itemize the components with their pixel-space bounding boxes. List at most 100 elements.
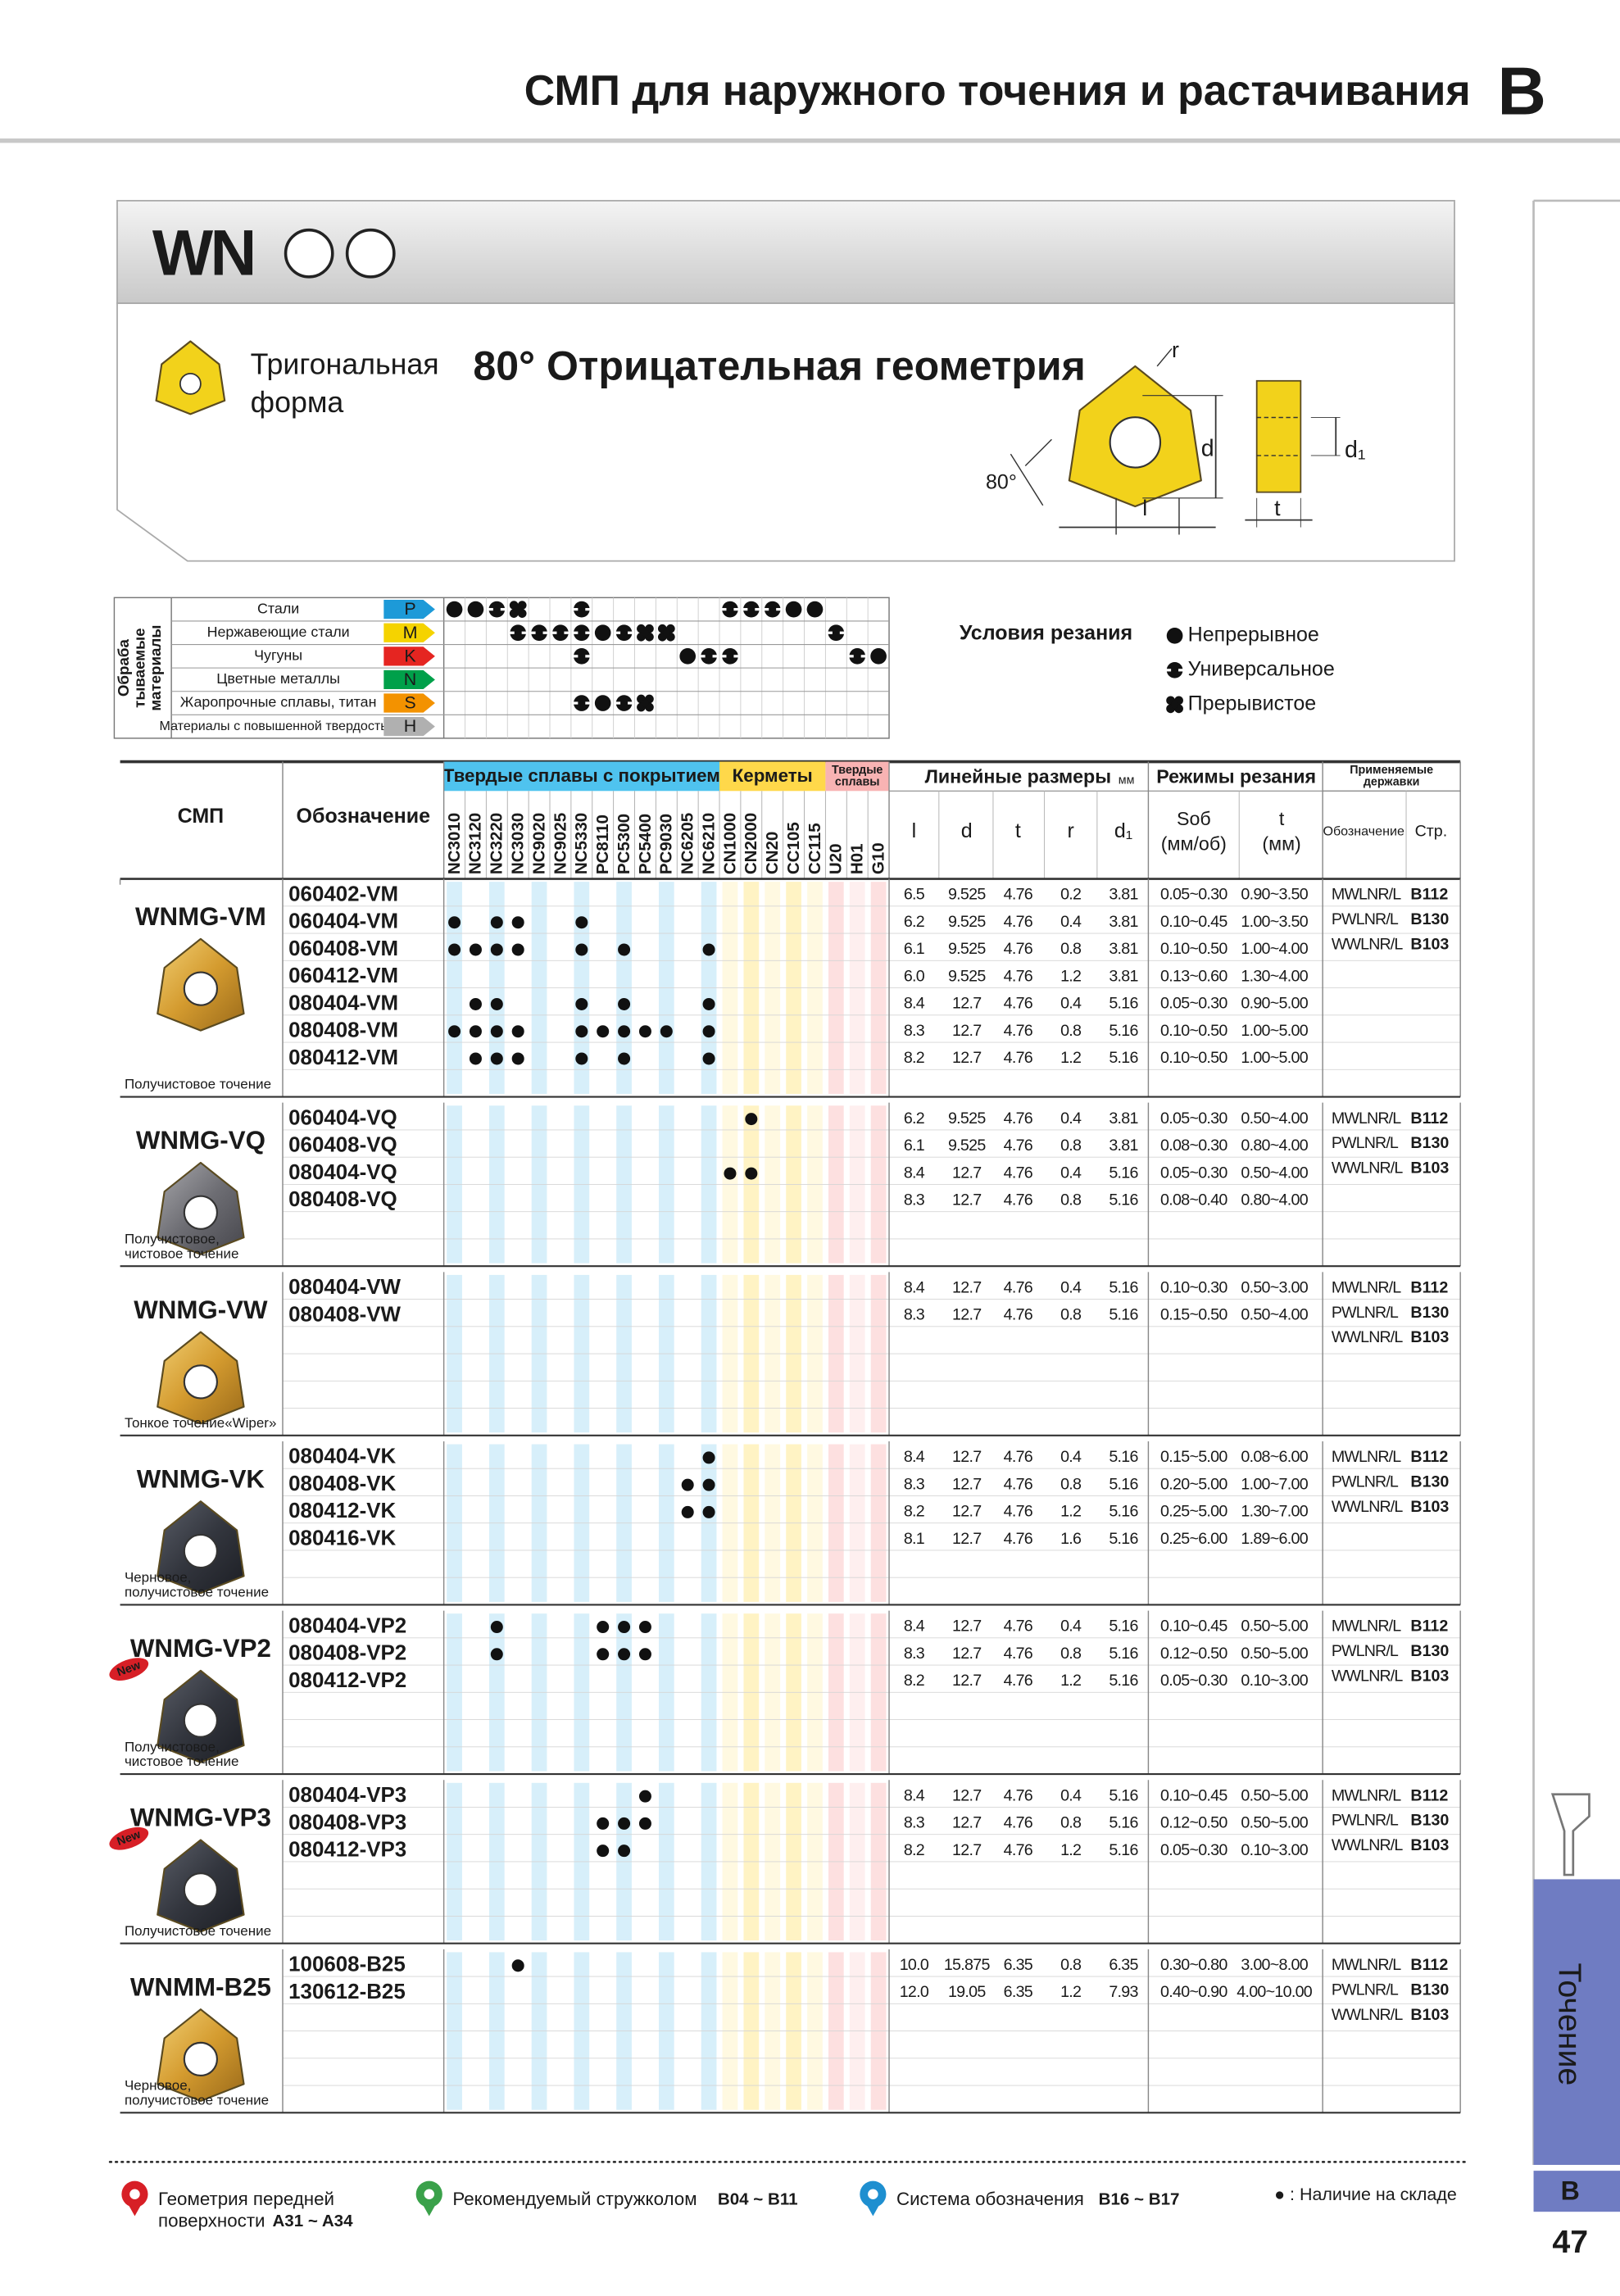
symbol-part (870, 648, 887, 665)
row-value: 15.875 (944, 1956, 991, 1974)
symbol-notch (521, 631, 527, 634)
symbol-notch (542, 631, 548, 634)
symbol-notch (509, 631, 515, 634)
row-value: 0.05~0.30 (1160, 995, 1227, 1013)
insert-code: 080412-VK (288, 1500, 396, 1522)
dim-header: d₁ (1114, 819, 1132, 842)
row-value: 8.3 (904, 1475, 925, 1493)
row-value: 0.30~0.80 (1160, 1956, 1227, 1974)
insert-code: 060404-VM (288, 910, 398, 933)
insert-image (157, 2008, 245, 2103)
new-badge (109, 1658, 149, 1681)
row-value: 8.3 (904, 1306, 925, 1324)
row-value: 12.7 (952, 1503, 981, 1521)
row-value: 5.16 (1109, 1618, 1138, 1636)
row-value: 5.16 (1109, 1475, 1138, 1493)
holder-code: PWLNR/L (1332, 910, 1399, 928)
grade-name: CN2000 (742, 813, 760, 874)
legend-label: Универсальное (1188, 657, 1335, 680)
row-value: 1.30~7.00 (1241, 1503, 1308, 1521)
row-value: 8.2 (904, 1841, 924, 1859)
row-value: 12.7 (952, 995, 981, 1013)
row-value: 9.525 (948, 913, 986, 931)
holder-page: B112 (1410, 1956, 1448, 1974)
dim-line (1156, 348, 1173, 367)
row-value: 0.05~0.30 (1160, 1841, 1227, 1859)
row-value: 5.16 (1109, 1278, 1138, 1296)
symbol-part (467, 601, 484, 618)
symbol-notch (628, 631, 633, 634)
row-value: 0.50~5.00 (1241, 1645, 1308, 1663)
row-value: 0.10~0.45 (1160, 913, 1227, 931)
symbol-part (662, 628, 670, 637)
holder-header: Обозначение (1323, 824, 1404, 839)
symbol-part (641, 628, 649, 637)
material-code: S (404, 693, 415, 713)
row-value: 4.00~10.00 (1237, 1983, 1313, 2001)
material-name: Стали (257, 600, 299, 616)
condition-symbol (785, 601, 802, 618)
holders-title: державки (1364, 775, 1420, 788)
row-value: 0.8 (1060, 1022, 1082, 1040)
symbol-notch (700, 655, 706, 658)
holder-code: PWLNR/L (1332, 1304, 1399, 1322)
row-value: 12.7 (952, 1814, 981, 1832)
insert-code: 080404-VQ (288, 1161, 397, 1184)
row-value: 0.05~0.30 (1160, 1109, 1227, 1128)
material-code: N (404, 669, 416, 689)
condition-symbol (657, 624, 675, 642)
footer-text: Система обозначения (896, 2189, 1084, 2209)
row-value: 8.2 (904, 1503, 924, 1521)
row-value: 0.50~5.00 (1241, 1814, 1308, 1832)
stock-dot (702, 1505, 715, 1518)
material-code-bg (383, 717, 435, 737)
insert-name: WNMG-VK (137, 1464, 265, 1493)
row-value: 6.1 (904, 1137, 924, 1155)
material-code: M (403, 623, 418, 642)
symbol-part (594, 624, 611, 642)
insert-hole (183, 1703, 219, 1738)
grade-name: NC6205 (678, 813, 697, 874)
row-value: 0.10~0.30 (1160, 1278, 1227, 1296)
row-value: 1.2 (1060, 1983, 1081, 2001)
holder-code: WWLNR/L (1332, 1328, 1404, 1346)
symbol-part (828, 624, 845, 642)
row-value: 0.8 (1060, 1475, 1082, 1493)
row-value: 4.76 (1004, 1786, 1033, 1804)
condition-symbol (467, 601, 484, 618)
stock-dot (448, 943, 461, 956)
row-value: 0.4 (1060, 995, 1082, 1013)
row-value: 1.89~6.00 (1241, 1530, 1308, 1548)
holder-code: MWLNR/L (1332, 1109, 1401, 1128)
condition-symbol (446, 601, 463, 618)
row-value: 12.7 (952, 1278, 981, 1296)
insert-use: Черновое, (125, 1570, 191, 1586)
diagram-label: t (1274, 496, 1281, 520)
insert-image (157, 1161, 245, 1255)
holder-page: B112 (1410, 1278, 1448, 1296)
row-value: 4.76 (1004, 1306, 1033, 1324)
condition-symbol (615, 695, 633, 711)
grade-name: PC9030 (657, 814, 676, 874)
row-value: 1.2 (1060, 1503, 1081, 1521)
row-value: 12.7 (952, 1672, 981, 1690)
insert-name: WNMG-VP3 (130, 1804, 271, 1832)
row-value: 10.0 (900, 1956, 929, 1974)
insert-code: 080408-VP3 (288, 1811, 406, 1834)
row-value: 0.15~5.00 (1160, 1448, 1227, 1466)
section-letter: B (1498, 55, 1546, 129)
symbol-notch (776, 608, 782, 611)
insert-hole (183, 1872, 219, 1908)
condition-symbol (637, 624, 654, 642)
stock-dot (448, 916, 461, 929)
row-value: 0.4 (1060, 1164, 1082, 1182)
row-value: 8.2 (904, 1672, 924, 1690)
insert-use: Черновое, (125, 2078, 191, 2094)
symbol-part (573, 601, 590, 618)
symbol-notch (721, 655, 727, 658)
stock-dot (618, 1845, 631, 1858)
col-header: СМП (178, 805, 225, 828)
row-value: 3.81 (1109, 967, 1137, 985)
symbol-part (722, 648, 738, 665)
insert-use: Получистовое, (125, 1231, 220, 1246)
